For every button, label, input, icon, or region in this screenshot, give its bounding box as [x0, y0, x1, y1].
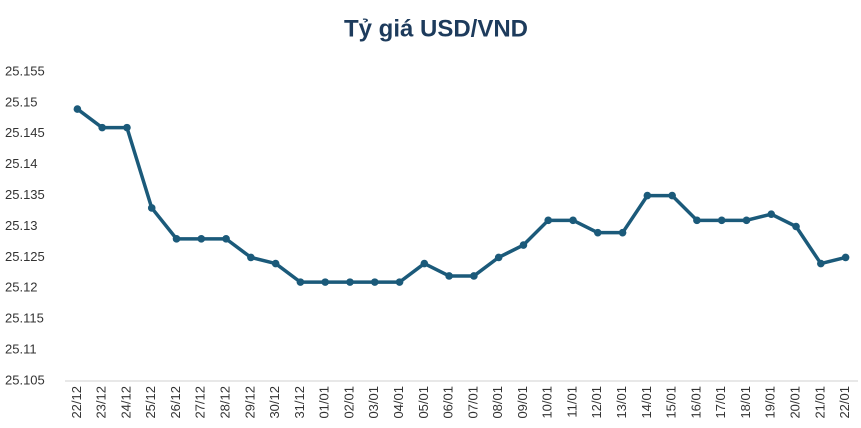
chart-title: Tỷ giá USD/VND — [344, 15, 528, 42]
x-tick-label: 18/01 — [738, 386, 753, 419]
x-tick-label: 02/01 — [341, 386, 356, 419]
x-tick-label: 17/01 — [713, 386, 728, 419]
point — [222, 235, 230, 243]
x-tick-label: 21/01 — [812, 386, 827, 419]
point — [693, 216, 701, 225]
point — [445, 272, 453, 280]
point — [792, 222, 800, 231]
point — [296, 278, 305, 286]
line — [76, 107, 847, 284]
x-tick-label: 30/12 — [267, 386, 282, 419]
y-tick-label: 25.12 — [5, 280, 38, 295]
x-tick-label: 13/01 — [614, 386, 629, 419]
point — [98, 123, 106, 132]
point — [544, 216, 553, 225]
x-tick-label: 15/01 — [664, 386, 679, 419]
x-tick-label: 26/12 — [168, 386, 183, 419]
x-tick-label: 12/01 — [589, 386, 604, 419]
y-tick-label: 25.11 — [5, 342, 37, 357]
y-tick-label: 25.15 — [5, 94, 38, 109]
y-tick-label: 25.13 — [5, 218, 38, 233]
y-tick-label: 25.14 — [5, 156, 38, 171]
y-tick-label: 25.115 — [5, 311, 44, 326]
x-tick-label: 16/01 — [688, 386, 703, 419]
x-tick-label: 01/01 — [317, 386, 332, 419]
x-tick-label: 22/01 — [837, 386, 852, 419]
point — [717, 216, 726, 225]
x-tick-label: 27/12 — [193, 386, 208, 419]
point — [420, 259, 429, 268]
point — [841, 253, 850, 262]
point — [618, 228, 627, 237]
x-tick-label: 20/01 — [787, 386, 802, 419]
x-tick-label: 09/01 — [515, 386, 530, 419]
x-tick-label: 23/12 — [94, 386, 109, 419]
x-tick-label: 07/01 — [465, 386, 480, 419]
x-tick-label: 11/01 — [564, 386, 579, 418]
y-tick-label: 25.125 — [5, 249, 45, 264]
x-tick-label: 31/12 — [292, 386, 307, 419]
x-tick-label: 03/01 — [366, 386, 381, 419]
point — [668, 191, 676, 200]
point — [494, 253, 503, 262]
x-tick-label: 28/12 — [218, 386, 233, 419]
x-tick-label: 04/01 — [391, 386, 406, 419]
point — [817, 259, 825, 268]
point — [147, 204, 156, 212]
point — [321, 278, 330, 286]
point — [247, 253, 255, 262]
x-tick-label: 24/12 — [118, 386, 133, 419]
x-tick-label: 10/01 — [540, 386, 555, 419]
point — [519, 241, 528, 249]
x-tick-label: 25/12 — [143, 386, 158, 419]
y-tick-label: 25.155 — [5, 63, 45, 78]
point — [470, 272, 478, 280]
point — [742, 216, 751, 225]
point — [346, 278, 354, 286]
x-tick-label: 22/12 — [69, 386, 84, 419]
x-tick-label: 06/01 — [441, 386, 456, 419]
point — [593, 228, 602, 237]
y-tick-label: 25.135 — [5, 187, 45, 202]
point — [767, 210, 776, 218]
point — [370, 278, 379, 286]
x-tick-label: 14/01 — [639, 386, 654, 419]
x-tick-label: 29/12 — [242, 386, 257, 419]
point — [123, 123, 131, 132]
point — [197, 235, 206, 243]
y-tick-label: 25.105 — [5, 372, 45, 387]
point — [569, 216, 577, 225]
point — [172, 235, 181, 243]
y-tick-label: 25.145 — [5, 125, 45, 140]
point — [395, 278, 404, 286]
point — [643, 191, 652, 200]
point — [271, 259, 280, 268]
x-tick-label: 05/01 — [416, 386, 431, 419]
x-tick-label: 19/01 — [763, 386, 778, 419]
x-tick-label: 08/01 — [490, 386, 505, 419]
point — [73, 105, 82, 113]
